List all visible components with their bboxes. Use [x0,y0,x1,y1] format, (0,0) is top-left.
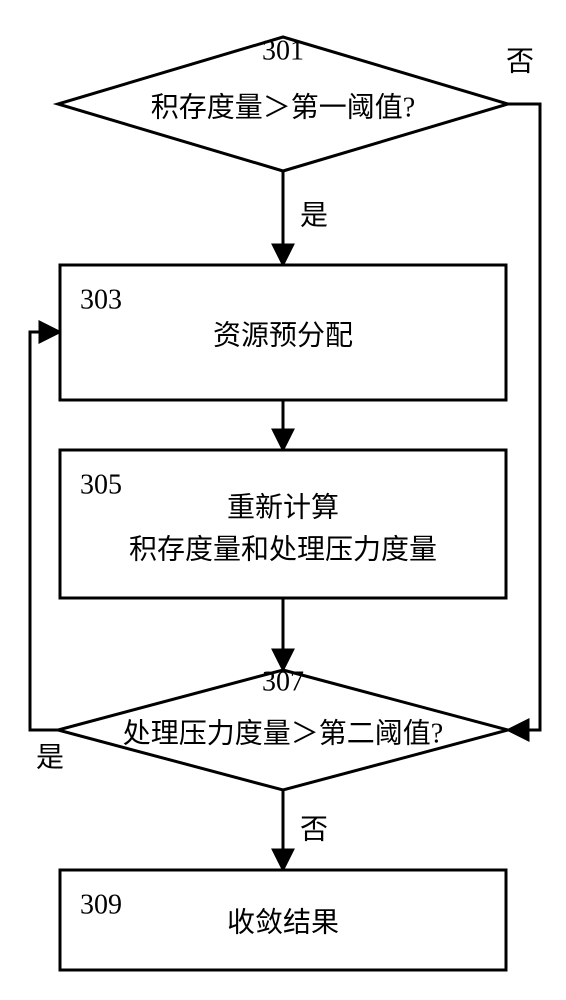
process-label-line2: 积存度量和处理压力度量 [129,533,437,565]
decision-label: 积存度量＞第一阈值? [151,91,415,123]
edge-label-no-2: 否 [300,814,328,845]
step-number: 301 [262,35,304,66]
process-label-line1: 重新计算 [227,491,339,523]
edge-label-yes: 是 [300,200,328,231]
edge-307-no-to-309: 否 [283,790,328,870]
edge-301-no-to-307: 否 [506,46,540,730]
process-303: 303 资源预分配 [60,265,506,400]
process-label: 收敛结果 [227,906,339,938]
edge-label-yes-2: 是 [36,742,64,773]
step-number: 309 [80,889,122,920]
edge-301-yes-to-303: 是 [283,171,328,265]
process-309: 309 收敛结果 [60,870,506,970]
step-number: 303 [80,284,122,315]
edge-label-no: 否 [506,46,534,77]
decision-label: 处理压力度量＞第二阈值? [123,717,443,749]
process-305: 305 重新计算 积存度量和处理压力度量 [60,450,506,598]
step-number: 305 [80,469,122,500]
process-label: 资源预分配 [213,319,353,351]
decision-301: 301 积存度量＞第一阈值? [58,35,508,171]
flowchart-canvas: 否 是 是 否 301 积存度量＞第一阈值? 303 资源预分配 305 重新计 [0,0,566,1000]
step-number: 307 [262,666,304,697]
decision-307: 307 处理压力度量＞第二阈值? [58,666,508,790]
